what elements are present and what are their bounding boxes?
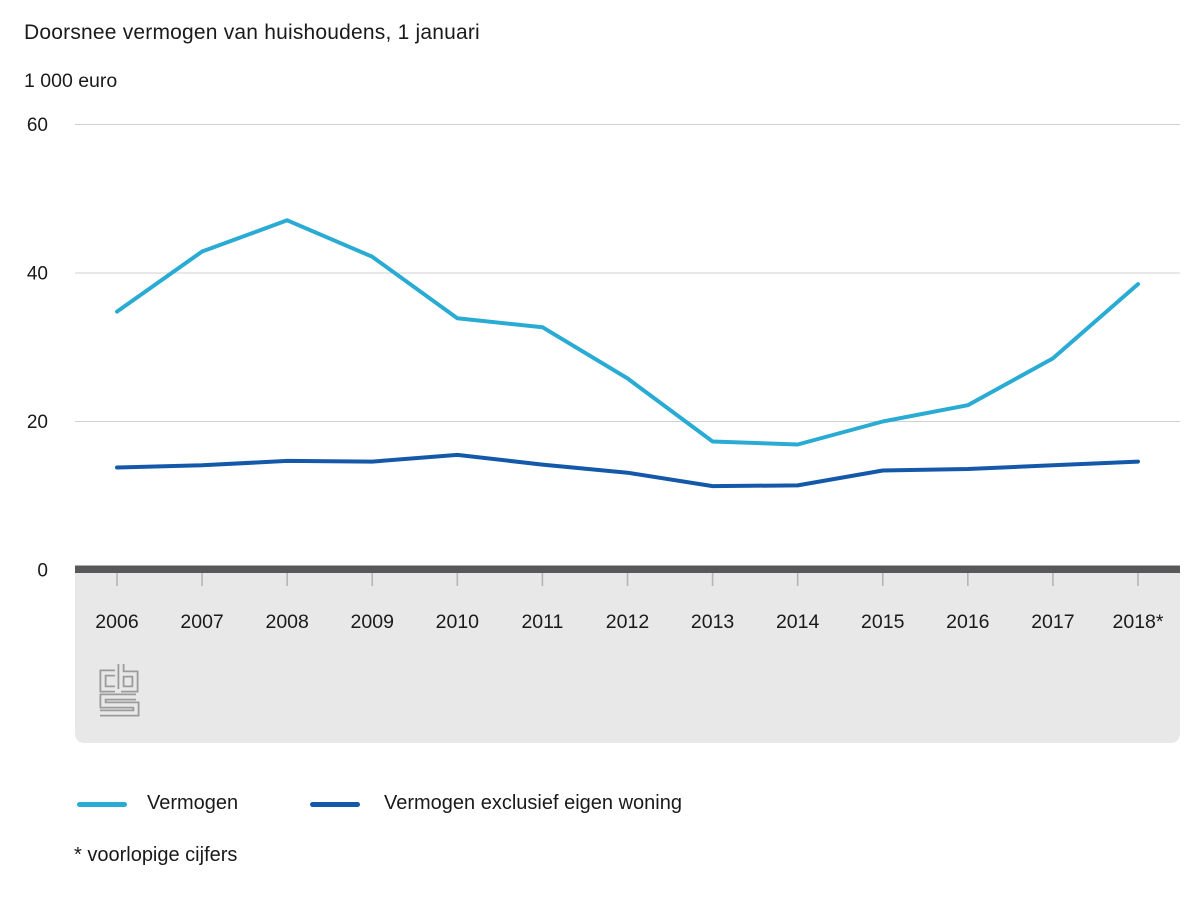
y-axis-label-20: 20 [27, 412, 48, 433]
x-axis-line [75, 565, 1180, 573]
y-axis-label-40: 40 [27, 264, 48, 285]
x-axis-label-2013: 2013 [691, 611, 734, 633]
x-axis-label-2015: 2015 [861, 611, 905, 633]
cbs-logo-stroke-inner-0 [101, 671, 115, 691]
series-line-vermogen-exclusief [115, 452, 1140, 489]
x-axis-label-2009: 2009 [351, 611, 394, 633]
cbs-logo-stroke-inner-1 [119, 664, 137, 691]
chart-legend: Vermogen Vermogen exclusief eigen woning [0, 788, 1200, 824]
x-axis-label-2007: 2007 [180, 611, 223, 633]
legend-swatch-vermogen-exclusief [310, 802, 360, 807]
legend-item-vermogen-exclusief: Vermogen exclusief eigen woning [310, 788, 810, 820]
legend-label-vermogen-exclusief: Vermogen exclusief eigen woning [384, 792, 682, 814]
legend-item-vermogen: Vermogen [77, 788, 297, 820]
x-axis-label-2017: 2017 [1031, 611, 1074, 633]
series-line-vermogen [115, 218, 1140, 447]
x-axis-label-2008: 2008 [265, 611, 308, 633]
x-axis-label-2016: 2016 [946, 611, 989, 633]
x-axis-label-2011: 2011 [521, 611, 563, 633]
y-axis-label-60: 60 [27, 115, 48, 136]
x-axis-band [75, 565, 1180, 743]
footnote-provisional-figures: * voorlopige cijfers [74, 844, 238, 866]
x-axis-label-2012: 2012 [606, 611, 649, 633]
y-axis-label-0: 0 [37, 561, 48, 582]
chart-canvas: 60 40 20 0 2006 2007 2008 2009 2010 2011 2012 2013… [27, 115, 1180, 743]
chart-unit-label: 1 000 euro [24, 70, 118, 92]
x-axis-label-2010: 2010 [436, 611, 480, 633]
x-axis-label-2018: 2018* [1113, 611, 1164, 633]
cbs-logo-stroke-inner-2 [100, 695, 138, 715]
x-axis-label-2014: 2014 [776, 611, 820, 633]
x-axis-label-2006: 2006 [95, 611, 138, 633]
cbs-logo [99, 664, 140, 717]
legend-label-vermogen: Vermogen [147, 792, 239, 814]
chart-title: Doorsnee vermogen van huishoudens, 1 jan… [24, 21, 480, 44]
legend-swatch-vermogen [77, 802, 127, 807]
